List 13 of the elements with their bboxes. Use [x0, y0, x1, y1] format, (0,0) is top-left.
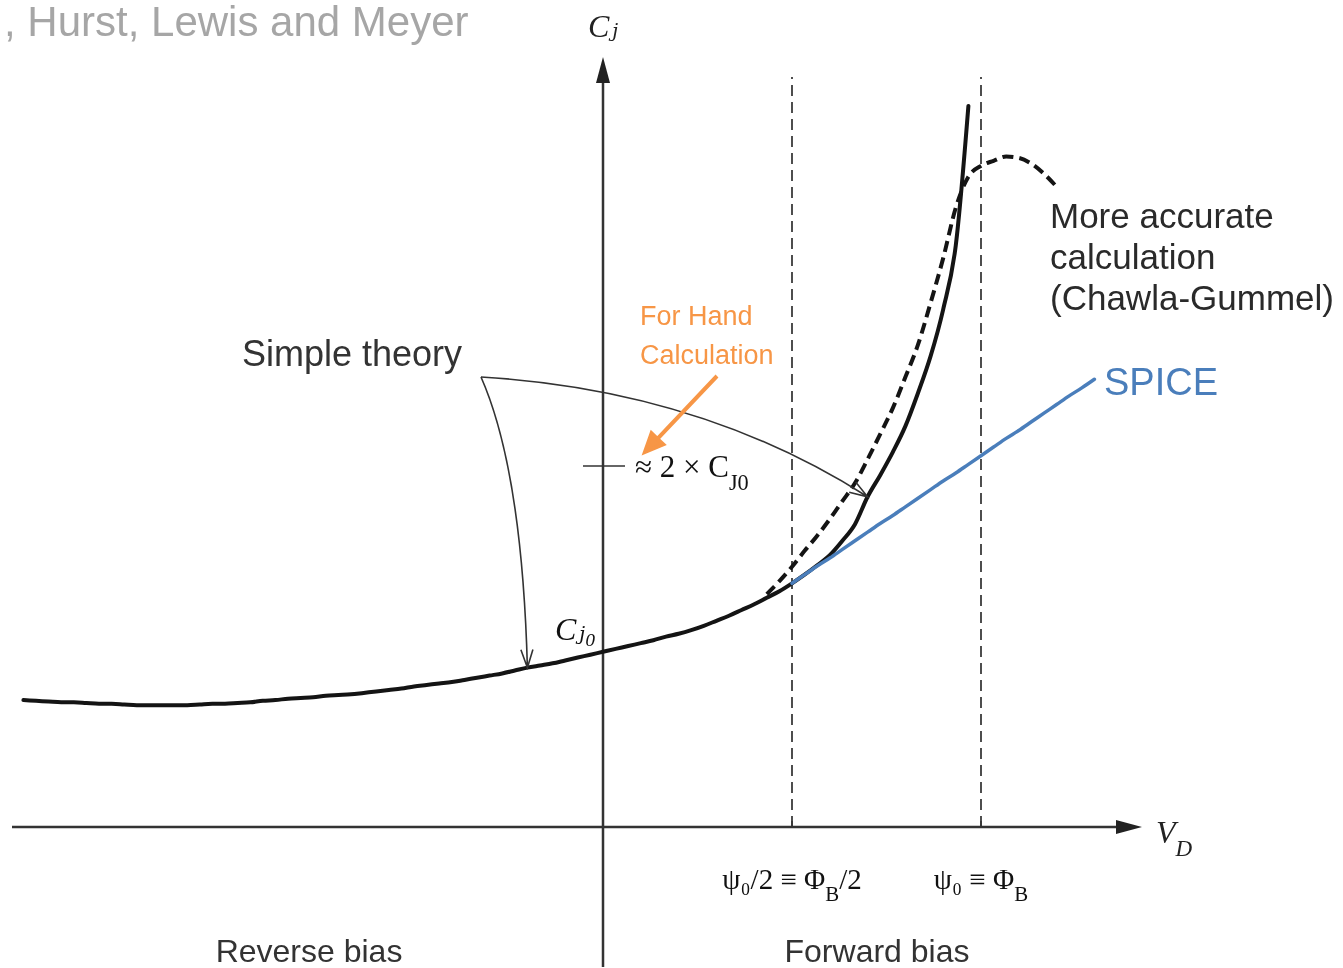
text: , Hurst, Lewis and Meyer: [4, 0, 469, 45]
text: Reverse bias: [215, 933, 403, 968]
x-tick-label: ψ₀ ≡ Φ$_{B}$: [933, 863, 1029, 906]
annotation: ≈ 2 × C$_{J0}$: [635, 449, 749, 495]
text: Forward bias: [784, 933, 970, 968]
annotation: Simple theory: [242, 333, 463, 374]
x-tick-label: ψ₀/2 ≡ Φ$_{B}$/2: [722, 863, 862, 906]
series-label: SPICE: [1104, 361, 1219, 403]
series-label: More accurate calculation (Chawla-Gummel): [1050, 196, 1334, 317]
x-axis-title: V$_{D}$: [1156, 814, 1193, 861]
annotation: Cⱼ₀: [555, 611, 596, 647]
annotation: For Hand Calculation: [640, 301, 774, 370]
y-axis-title: Cⱼ: [588, 8, 619, 44]
